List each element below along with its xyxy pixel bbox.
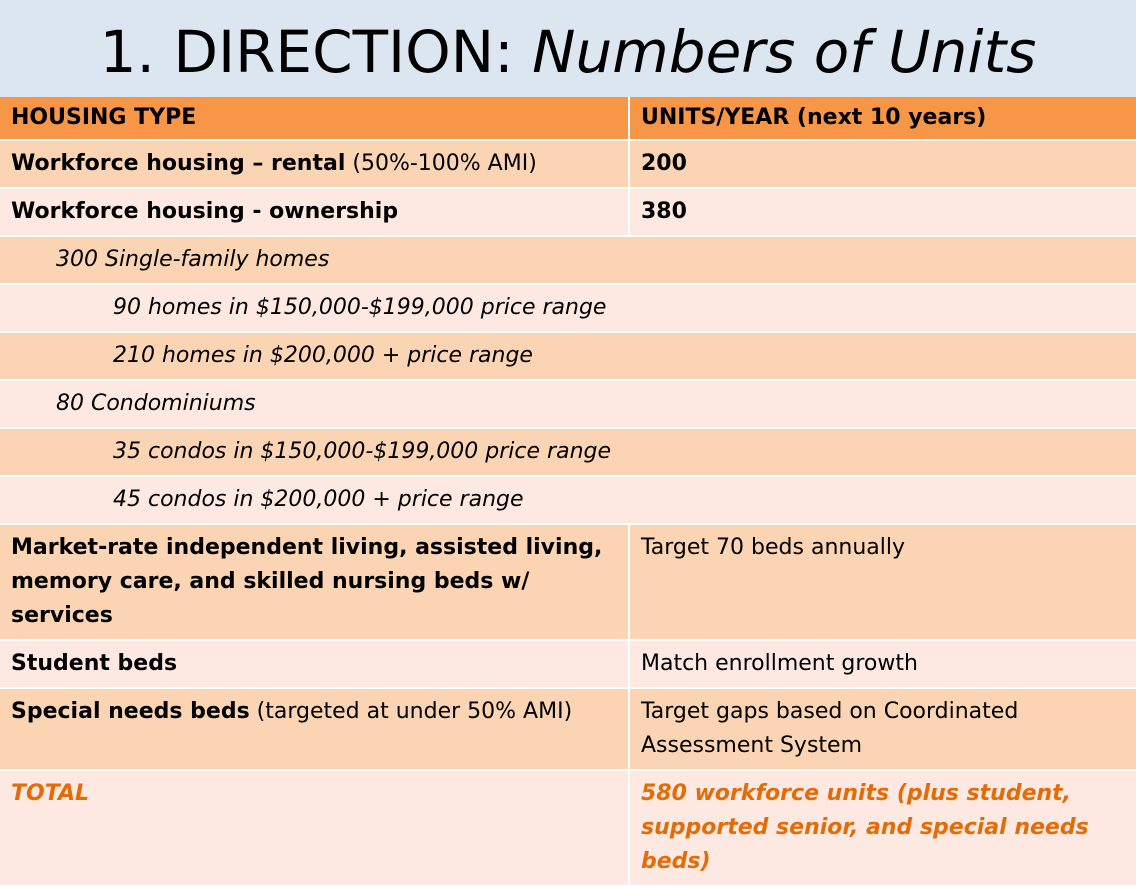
table-row: 80 Condominiums [0,380,1136,429]
row-label-bold: Special needs beds [11,699,250,724]
row-label-bold: Workforce housing – rental [11,151,346,176]
housing-units-table: HOUSING TYPE UNITS/YEAR (next 10 years) … [0,97,1136,887]
table-row: Workforce housing – rental (50%-100% AMI… [0,140,1136,189]
subrow-label: 45 condos in $200,000 + price range [0,476,1136,525]
total-units: 580 workforce units (plus student, suppo… [629,770,1136,887]
row-label: Student beds [0,640,630,689]
row-label: Market-rate independent living, assisted… [0,524,630,641]
subrow-label: 300 Single-family homes [0,236,1136,285]
table-row: 35 condos in $150,000-$199,000 price ran… [0,428,1136,477]
row-units: Target gaps based on Coordinated Assessm… [629,688,1136,771]
subrow-label: 35 condos in $150,000-$199,000 price ran… [0,428,1136,477]
table-row: Market-rate independent living, assisted… [0,524,1136,641]
row-label: Workforce housing - ownership [0,188,630,237]
row-units: Target 70 beds annually [629,524,1136,641]
subrow-label: 90 homes in $150,000-$199,000 price rang… [0,284,1136,333]
table-row: 45 condos in $200,000 + price range [0,476,1136,525]
subrow-label: 80 Condominiums [0,380,1136,429]
table-header-row: HOUSING TYPE UNITS/YEAR (next 10 years) [0,97,1136,141]
row-label: Workforce housing – rental (50%-100% AMI… [0,140,630,189]
row-units: Match enrollment growth [629,640,1136,689]
table-row: 300 Single-family homes [0,236,1136,285]
row-label: Special needs beds (targeted at under 50… [0,688,630,771]
title-italic: Numbers of Units [532,17,1037,86]
title-prefix: 1. DIRECTION: [99,17,533,86]
table-row: Student beds Match enrollment growth [0,640,1136,689]
table-row: 210 homes in $200,000 + price range [0,332,1136,381]
row-label-note: (50%-100% AMI) [345,151,537,176]
table-row: Special needs beds (targeted at under 50… [0,688,1136,771]
table-row: Workforce housing - ownership 380 [0,188,1136,237]
row-label-note: (targeted at under 50% AMI) [249,699,573,724]
header-housing-type: HOUSING TYPE [0,97,630,141]
row-units: 380 [629,188,1136,237]
row-units: 200 [629,140,1136,189]
table-row: 90 homes in $150,000-$199,000 price rang… [0,284,1136,333]
subrow-label: 210 homes in $200,000 + price range [0,332,1136,381]
total-label: TOTAL [0,770,630,887]
page-title: 1. DIRECTION: Numbers of Units [100,17,1037,81]
header-units-year: UNITS/YEAR (next 10 years) [629,97,1136,141]
total-row: TOTAL 580 workforce units (plus student,… [0,770,1136,887]
title-bar: 1. DIRECTION: Numbers of Units [0,0,1136,97]
